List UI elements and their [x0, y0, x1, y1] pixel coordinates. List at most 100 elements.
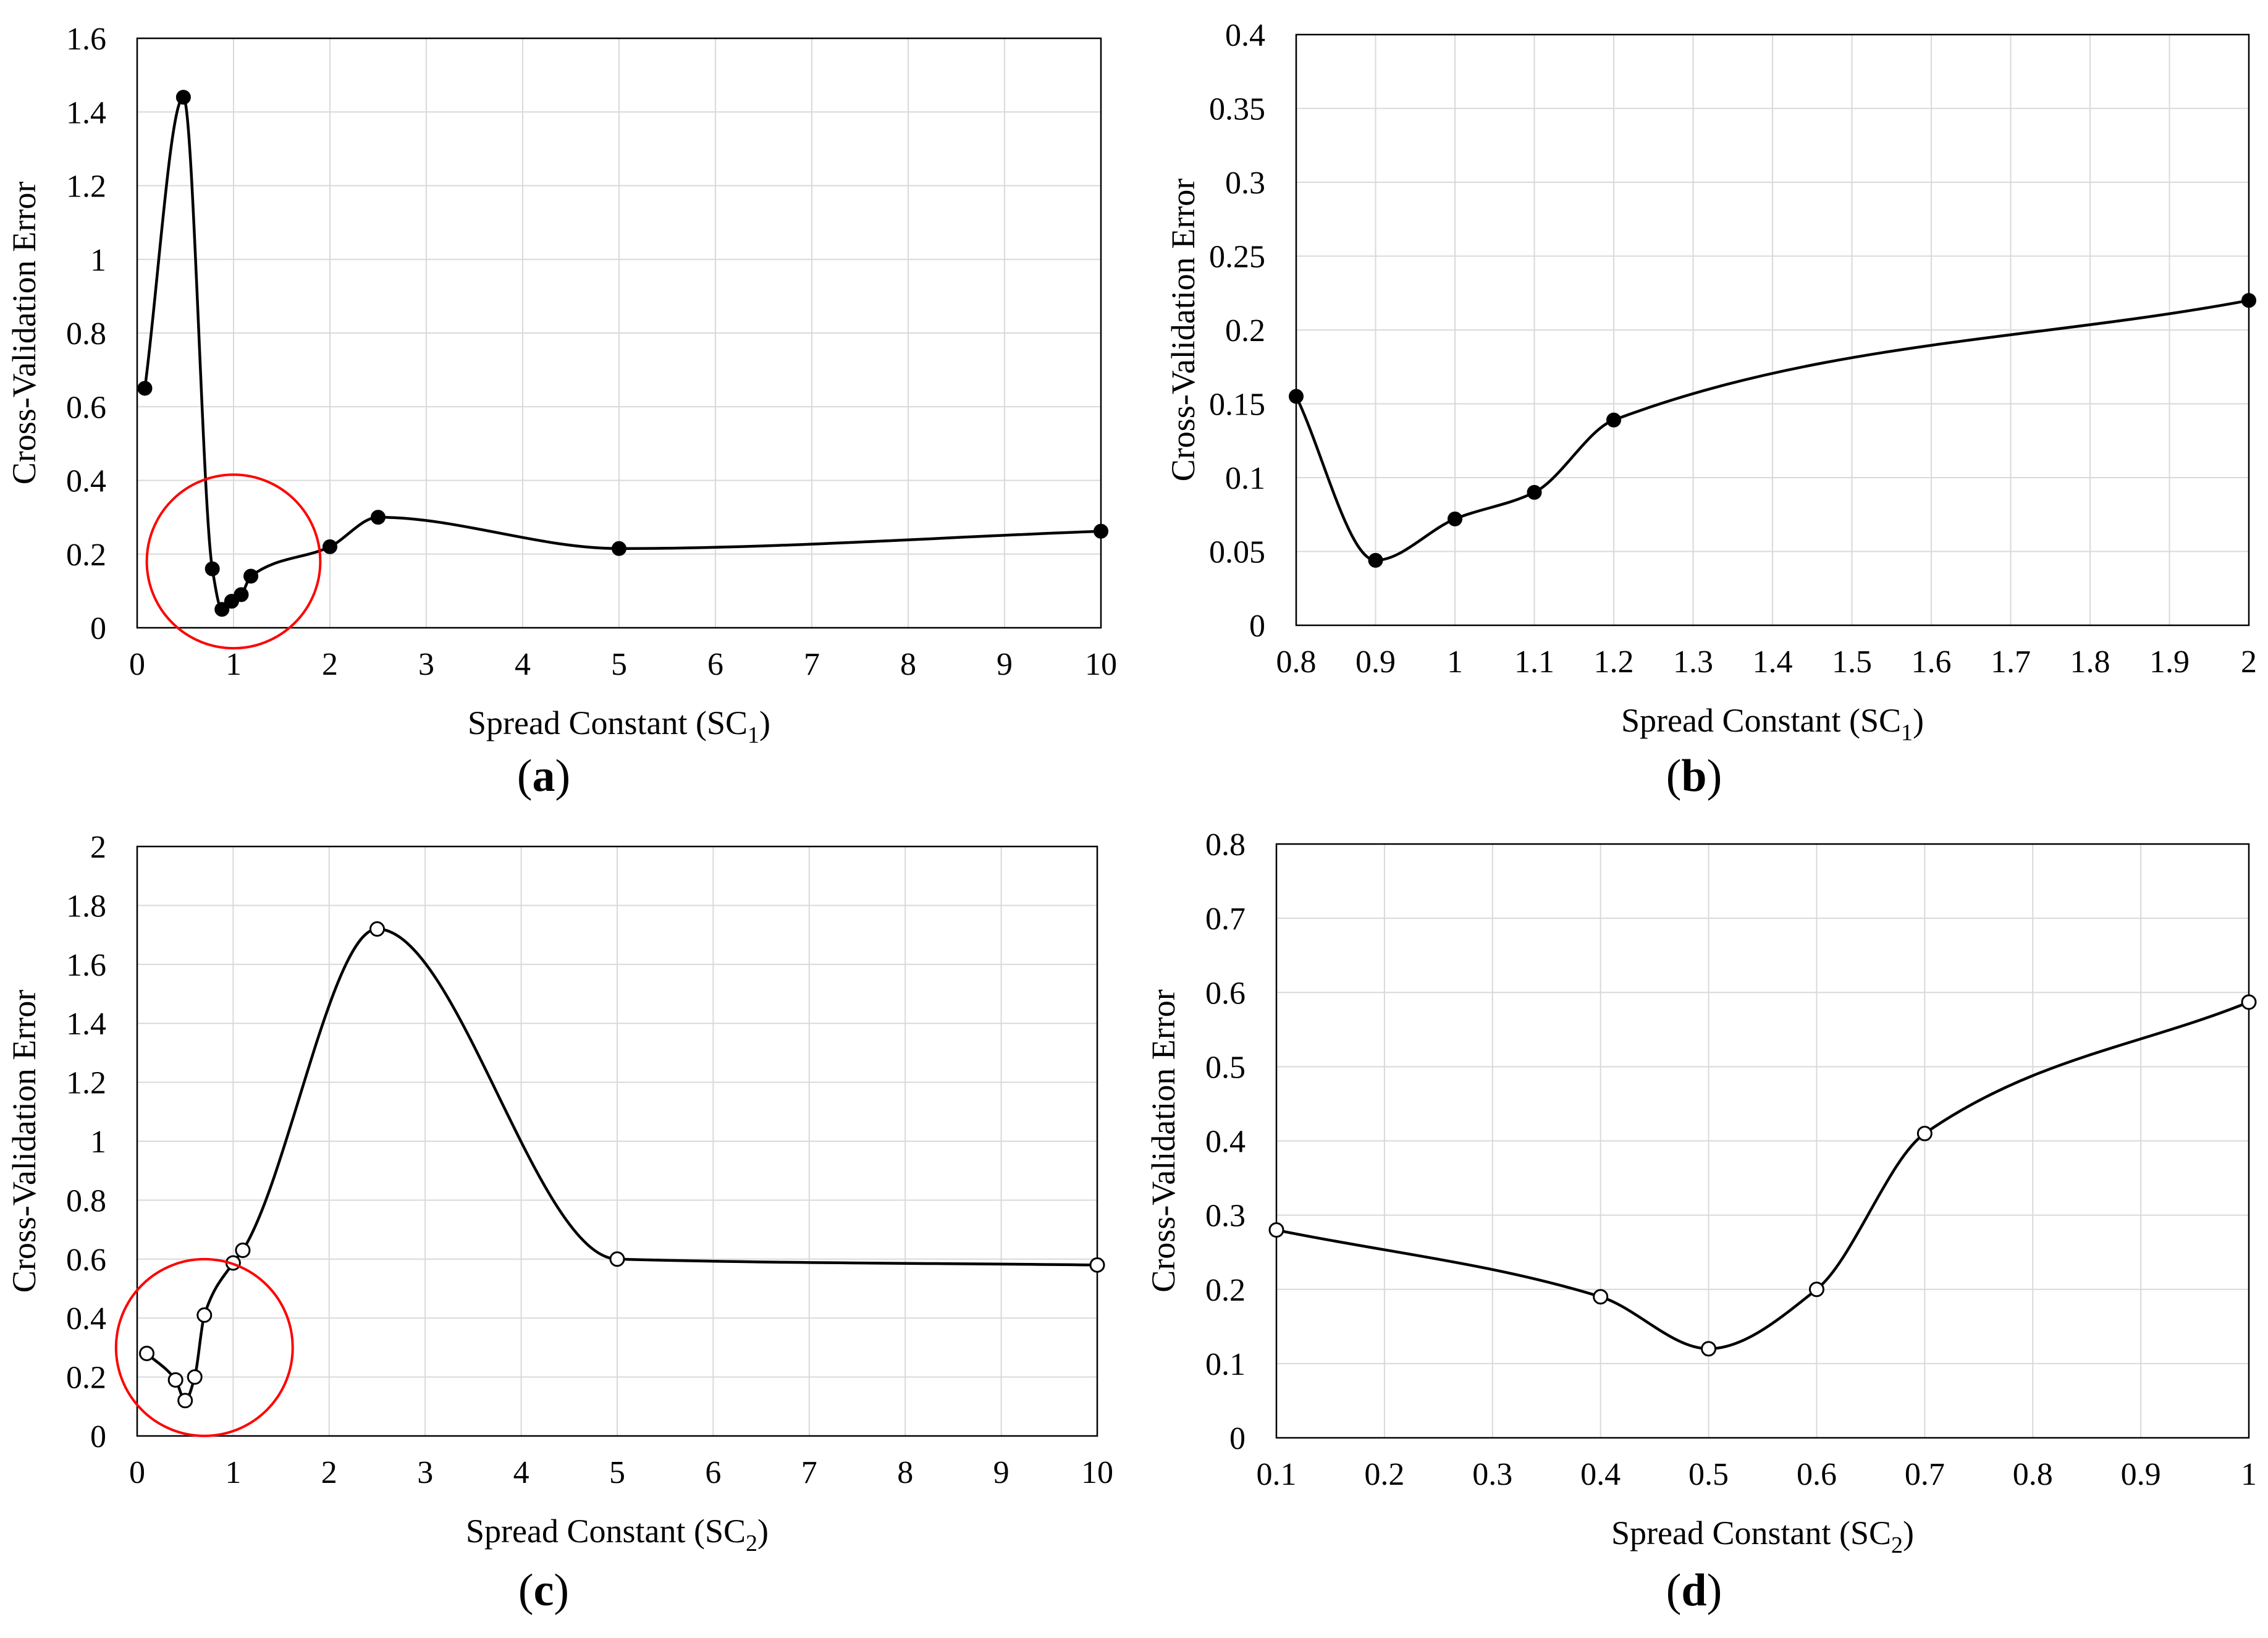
- x-tick-label: 1.4: [1753, 644, 1793, 680]
- x-tick-label: 0.9: [2121, 1457, 2161, 1492]
- series-line: [1276, 1000, 2249, 1351]
- x-tick-label: 8: [900, 647, 916, 682]
- data-point: [139, 1345, 155, 1361]
- data-point: [1268, 1222, 1284, 1238]
- panel-label: (a): [517, 751, 570, 801]
- data-point: [1089, 1257, 1105, 1273]
- data-point: [177, 1393, 193, 1409]
- x-tick-label: 1: [2241, 1457, 2257, 1492]
- data-point: [612, 541, 626, 556]
- x-tick-label: 1.9: [2149, 644, 2190, 680]
- x-tick-label: 0.2: [1364, 1457, 1404, 1492]
- data-point: [1606, 412, 1621, 428]
- y-tick-label: 0.15: [1209, 387, 1265, 423]
- y-tick-label: 1.6: [66, 22, 106, 57]
- x-tick-label: 4: [515, 647, 531, 682]
- x-tick-label: 1.1: [1514, 644, 1554, 680]
- x-tick-label: 1.5: [1832, 644, 1872, 680]
- series-line: [143, 96, 1102, 611]
- y-tick-label: 0: [1249, 609, 1265, 644]
- x-tick-label: 2: [2241, 644, 2257, 680]
- y-tick-label: 0.5: [1205, 1050, 1246, 1085]
- y-tick-label: 0.4: [1225, 18, 1265, 53]
- y-tick-label: 0.2: [1225, 313, 1265, 348]
- panel-b: 0.8 0.9 1 1.1 1.2 1.3 1.4 1.5 1.6 1.7 1.8 1.9 2 0 0.05…: [1165, 18, 2257, 801]
- y-tick-label: 1.6: [66, 948, 106, 983]
- y-tick-label: 1.4: [66, 95, 106, 130]
- panel-label: (d): [1666, 1565, 1722, 1616]
- data-point: [1289, 389, 1304, 404]
- x-tick-label: 1.6: [1912, 644, 1952, 680]
- x-tick-label: 0: [129, 647, 145, 682]
- y-tick-label: 0: [1229, 1421, 1246, 1456]
- x-tick-label: 0.6: [1797, 1457, 1837, 1492]
- data-point: [204, 561, 220, 576]
- x-axis-label: Spread Constant (SC1): [468, 704, 770, 748]
- y-tick-label: 1.8: [66, 889, 106, 924]
- data-point: [175, 90, 191, 105]
- x-tick-label: 0.8: [1276, 644, 1317, 680]
- data-point: [2241, 293, 2256, 308]
- x-tick-label: 0.4: [1580, 1457, 1621, 1492]
- y-tick-label: 0.2: [1205, 1273, 1246, 1308]
- x-tick-label: 1: [226, 647, 242, 682]
- data-point: [369, 921, 385, 937]
- x-tick-label: 1.7: [1991, 644, 2031, 680]
- x-tick-label: 1.2: [1594, 644, 1634, 680]
- y-tick-label: 1: [90, 1125, 106, 1160]
- x-tick-label: 2: [322, 647, 338, 682]
- plot-frame: [1275, 843, 2250, 1439]
- y-tick-label: 0: [90, 611, 106, 646]
- x-tick-label: 0.5: [1688, 1457, 1729, 1492]
- data-point: [235, 1242, 251, 1258]
- y-tick-label: 1.4: [66, 1007, 106, 1042]
- data-point: [1094, 523, 1108, 539]
- panel-a: 0 1 2 3 4 5 6 7 8 9 10 0 0.2 0.4 0.6 0.8 1 1.2 1.4 1.6 Sprea…: [6, 22, 1117, 801]
- y-tick-label: 0.3: [1205, 1199, 1246, 1234]
- y-tick-label: 2: [90, 830, 106, 865]
- y-tick-label: 0.7: [1205, 901, 1246, 937]
- x-tick-label: 1.8: [2070, 644, 2110, 680]
- y-tick-label: 1: [90, 243, 106, 278]
- y-tick-label: 0: [90, 1419, 106, 1454]
- y-tick-label: 0.05: [1209, 535, 1265, 570]
- plot-frame: [1295, 33, 2250, 627]
- data-point: [1527, 484, 1542, 500]
- panel-c: 0 1 2 3 4 5 6 7 8 9 10 0 0.2 0.4 0.6 0.8 1 1.2 1.4 1.6 1.8 2 S…: [6, 830, 1113, 1616]
- data-point: [137, 381, 153, 396]
- x-tick-label: 5: [611, 647, 627, 682]
- y-tick-label: 0.8: [1205, 827, 1246, 863]
- data-point: [1701, 1341, 1717, 1357]
- panel-label: (b): [1666, 751, 1722, 801]
- y-tick-label: 0.6: [66, 390, 106, 425]
- x-axis-label: Spread Constant (SC1): [1621, 702, 1924, 746]
- x-tick-label: 0.8: [2013, 1457, 2053, 1492]
- y-tick-label: 1.2: [66, 169, 106, 205]
- series-line: [146, 927, 1098, 1403]
- x-tick-label: 10: [1081, 1455, 1113, 1490]
- x-tick-label: 7: [804, 647, 820, 682]
- x-tick-label: 9: [997, 647, 1013, 682]
- y-axis-label: Cross-Validation Error: [1145, 989, 1182, 1292]
- x-tick-label: 0.1: [1257, 1457, 1297, 1492]
- x-tick-label: 1: [225, 1455, 241, 1490]
- highlight-circle: [114, 1257, 294, 1437]
- data-point: [1916, 1125, 1933, 1141]
- data-point: [371, 510, 386, 525]
- panel-d: 0.1 0.2 0.3 0.4 0.5 0.6 0.7 0.8 0.9 1 0 0.1 0.2 0.3 0.…: [1145, 827, 2257, 1616]
- y-tick-label: 0.3: [1225, 166, 1265, 201]
- x-tick-label: 7: [801, 1455, 817, 1490]
- data-point: [1593, 1289, 1609, 1305]
- data-point: [609, 1251, 625, 1267]
- y-tick-label: 0.6: [66, 1243, 106, 1278]
- x-tick-label: 0.3: [1472, 1457, 1512, 1492]
- y-axis-label: Cross-Validation Error: [1165, 179, 1202, 481]
- x-tick-label: 3: [418, 647, 434, 682]
- data-point: [234, 587, 249, 602]
- data-point: [1368, 552, 1383, 568]
- data-point: [196, 1307, 213, 1323]
- y-tick-label: 0.2: [66, 538, 106, 573]
- y-tick-label: 0.1: [1225, 461, 1265, 496]
- x-tick-label: 1.3: [1673, 644, 1713, 680]
